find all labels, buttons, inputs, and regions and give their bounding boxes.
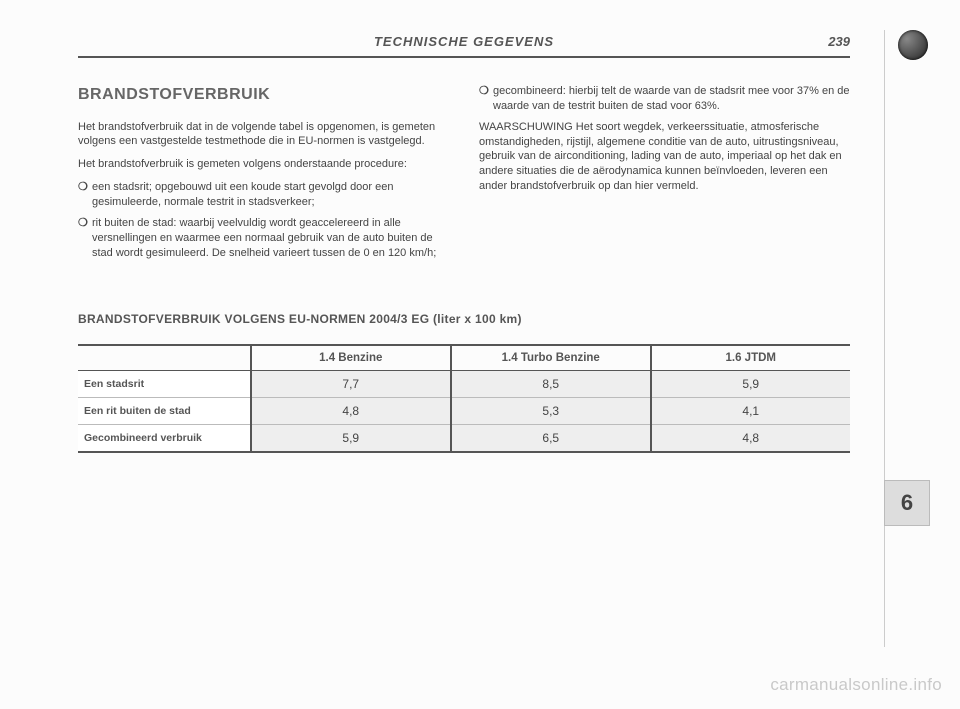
intro-paragraph-2: Het brandstofverbruik is gemeten volgens… (78, 157, 449, 172)
section-heading: BRANDSTOFVERBRUIK (78, 84, 449, 106)
content-area: TECHNISCHE GEGEVENS 239 BRANDSTOFVERBRUI… (78, 30, 850, 453)
table-cell: 4,8 (652, 424, 851, 451)
row-label: Een rit buiten de stad (78, 397, 250, 424)
page-number: 239 (828, 34, 850, 49)
table-row: Een rit buiten de stad 4,8 5,3 4,1 (78, 397, 850, 424)
table-title: BRANDSTOFVERBRUIK VOLGENS EU-NORMEN 2004… (78, 312, 850, 326)
header-title: TECHNISCHE GEGEVENS (78, 34, 850, 49)
warning-paragraph: WAARSCHUWING Het soort wegdek, verkeerss… (479, 120, 850, 194)
bullet-text: gecombineerd: hierbij telt de waarde van… (493, 84, 850, 114)
brand-logo-icon (898, 30, 928, 60)
right-column: ❍ gecombineerd: hierbij telt de waarde v… (479, 84, 850, 266)
column-header: 1.6 JTDM (652, 346, 851, 370)
row-label: Gecombineerd verbruik (78, 424, 250, 451)
column-header: 1.4 Benzine (252, 346, 451, 370)
bullet-text: een stadsrit; opgebouwd uit een koude st… (92, 180, 449, 210)
table-cell: 4,8 (252, 397, 451, 424)
page: TECHNISCHE GEGEVENS 239 BRANDSTOFVERBRUI… (0, 0, 960, 709)
table-cell: 5,3 (452, 397, 651, 424)
bullet-icon: ❍ (78, 216, 92, 261)
bullet-icon: ❍ (78, 180, 92, 210)
bullet-text: rit buiten de stad: waarbij veelvuldig w… (92, 216, 449, 261)
table-cell: 4,1 (652, 397, 851, 424)
bullet-item: ❍ gecombineerd: hierbij telt de waarde v… (479, 84, 850, 114)
chapter-badge: 6 (884, 480, 930, 526)
bullet-item: ❍ een stadsrit; opgebouwd uit een koude … (78, 180, 449, 210)
table-row: Gecombineerd verbruik 5,9 6,5 4,8 (78, 424, 850, 451)
table-cell: 5,9 (652, 371, 851, 397)
row-label: Een stadsrit (78, 371, 250, 397)
table-cell: 6,5 (452, 424, 651, 451)
table-cell: 7,7 (252, 371, 451, 397)
column-header: 1.4 Turbo Benzine (452, 346, 651, 370)
intro-paragraph-1: Het brandstofverbruik dat in de volgende… (78, 120, 449, 150)
fuel-consumption-table: 1.4 Benzine 1.4 Turbo Benzine 1.6 JTDM E… (78, 344, 850, 453)
table-header-row: 1.4 Benzine 1.4 Turbo Benzine 1.6 JTDM (78, 346, 850, 371)
table-cell: 8,5 (452, 371, 651, 397)
right-sidebar: 6 (884, 30, 930, 647)
bullet-item: ❍ rit buiten de stad: waarbij veelvuldig… (78, 216, 449, 261)
table-corner (78, 346, 250, 370)
watermark-text: carmanualsonline.info (770, 675, 942, 695)
table-cell: 5,9 (252, 424, 451, 451)
table-body: Een stadsrit 7,7 8,5 5,9 Een rit buiten … (78, 371, 850, 451)
left-column: BRANDSTOFVERBRUIK Het brandstofverbruik … (78, 84, 449, 266)
body-columns: BRANDSTOFVERBRUIK Het brandstofverbruik … (78, 84, 850, 266)
bullet-icon: ❍ (479, 84, 493, 114)
table-row: Een stadsrit 7,7 8,5 5,9 (78, 371, 850, 397)
page-header: TECHNISCHE GEGEVENS 239 (78, 30, 850, 58)
